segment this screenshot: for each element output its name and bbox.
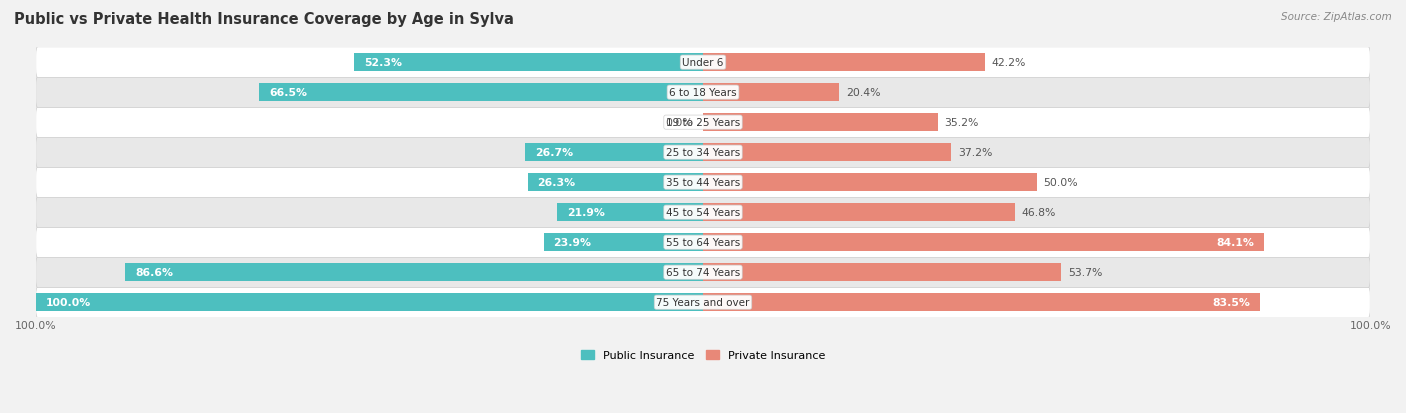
Bar — [354, 54, 703, 71]
Text: 20.4%: 20.4% — [846, 88, 880, 98]
Text: 84.1%: 84.1% — [1216, 237, 1254, 247]
Bar — [35, 294, 703, 311]
Text: 35.2%: 35.2% — [945, 118, 979, 128]
FancyBboxPatch shape — [35, 48, 1371, 78]
Bar — [524, 144, 703, 161]
Text: Under 6: Under 6 — [682, 58, 724, 68]
Text: 26.7%: 26.7% — [534, 148, 574, 158]
Bar — [703, 84, 839, 102]
Text: 55 to 64 Years: 55 to 64 Years — [666, 237, 740, 247]
Text: 26.3%: 26.3% — [537, 178, 575, 188]
Text: 45 to 54 Years: 45 to 54 Years — [666, 208, 740, 218]
Text: 50.0%: 50.0% — [1043, 178, 1078, 188]
Text: 25 to 34 Years: 25 to 34 Years — [666, 148, 740, 158]
Text: 83.5%: 83.5% — [1212, 297, 1250, 307]
Text: 37.2%: 37.2% — [957, 148, 993, 158]
Text: 21.9%: 21.9% — [567, 208, 605, 218]
Bar — [703, 144, 952, 161]
Text: Source: ZipAtlas.com: Source: ZipAtlas.com — [1281, 12, 1392, 22]
FancyBboxPatch shape — [35, 257, 1371, 288]
Text: 23.9%: 23.9% — [554, 237, 592, 247]
Bar — [703, 294, 1260, 311]
Text: 66.5%: 66.5% — [270, 88, 308, 98]
Bar — [125, 264, 703, 281]
Bar — [557, 204, 703, 221]
Text: 52.3%: 52.3% — [364, 58, 402, 68]
Text: 75 Years and over: 75 Years and over — [657, 297, 749, 307]
Text: 53.7%: 53.7% — [1069, 268, 1102, 278]
Bar — [544, 234, 703, 251]
Bar — [703, 264, 1062, 281]
Text: 0.0%: 0.0% — [665, 118, 693, 128]
Text: 100.0%: 100.0% — [46, 297, 91, 307]
Text: 19 to 25 Years: 19 to 25 Years — [666, 118, 740, 128]
Legend: Public Insurance, Private Insurance: Public Insurance, Private Insurance — [581, 350, 825, 361]
Text: 65 to 74 Years: 65 to 74 Years — [666, 268, 740, 278]
Bar — [703, 204, 1015, 221]
FancyBboxPatch shape — [35, 167, 1371, 198]
FancyBboxPatch shape — [35, 138, 1371, 168]
Bar — [527, 174, 703, 191]
Bar — [259, 84, 703, 102]
Text: 46.8%: 46.8% — [1022, 208, 1056, 218]
FancyBboxPatch shape — [35, 227, 1371, 258]
Bar — [703, 54, 984, 71]
Text: 42.2%: 42.2% — [991, 58, 1025, 68]
Bar — [703, 114, 938, 131]
FancyBboxPatch shape — [35, 107, 1371, 138]
Text: 35 to 44 Years: 35 to 44 Years — [666, 178, 740, 188]
FancyBboxPatch shape — [35, 287, 1371, 318]
Bar — [703, 174, 1036, 191]
FancyBboxPatch shape — [35, 78, 1371, 108]
Bar — [703, 234, 1264, 251]
FancyBboxPatch shape — [35, 197, 1371, 228]
Text: 6 to 18 Years: 6 to 18 Years — [669, 88, 737, 98]
Text: Public vs Private Health Insurance Coverage by Age in Sylva: Public vs Private Health Insurance Cover… — [14, 12, 515, 27]
Text: 86.6%: 86.6% — [135, 268, 173, 278]
